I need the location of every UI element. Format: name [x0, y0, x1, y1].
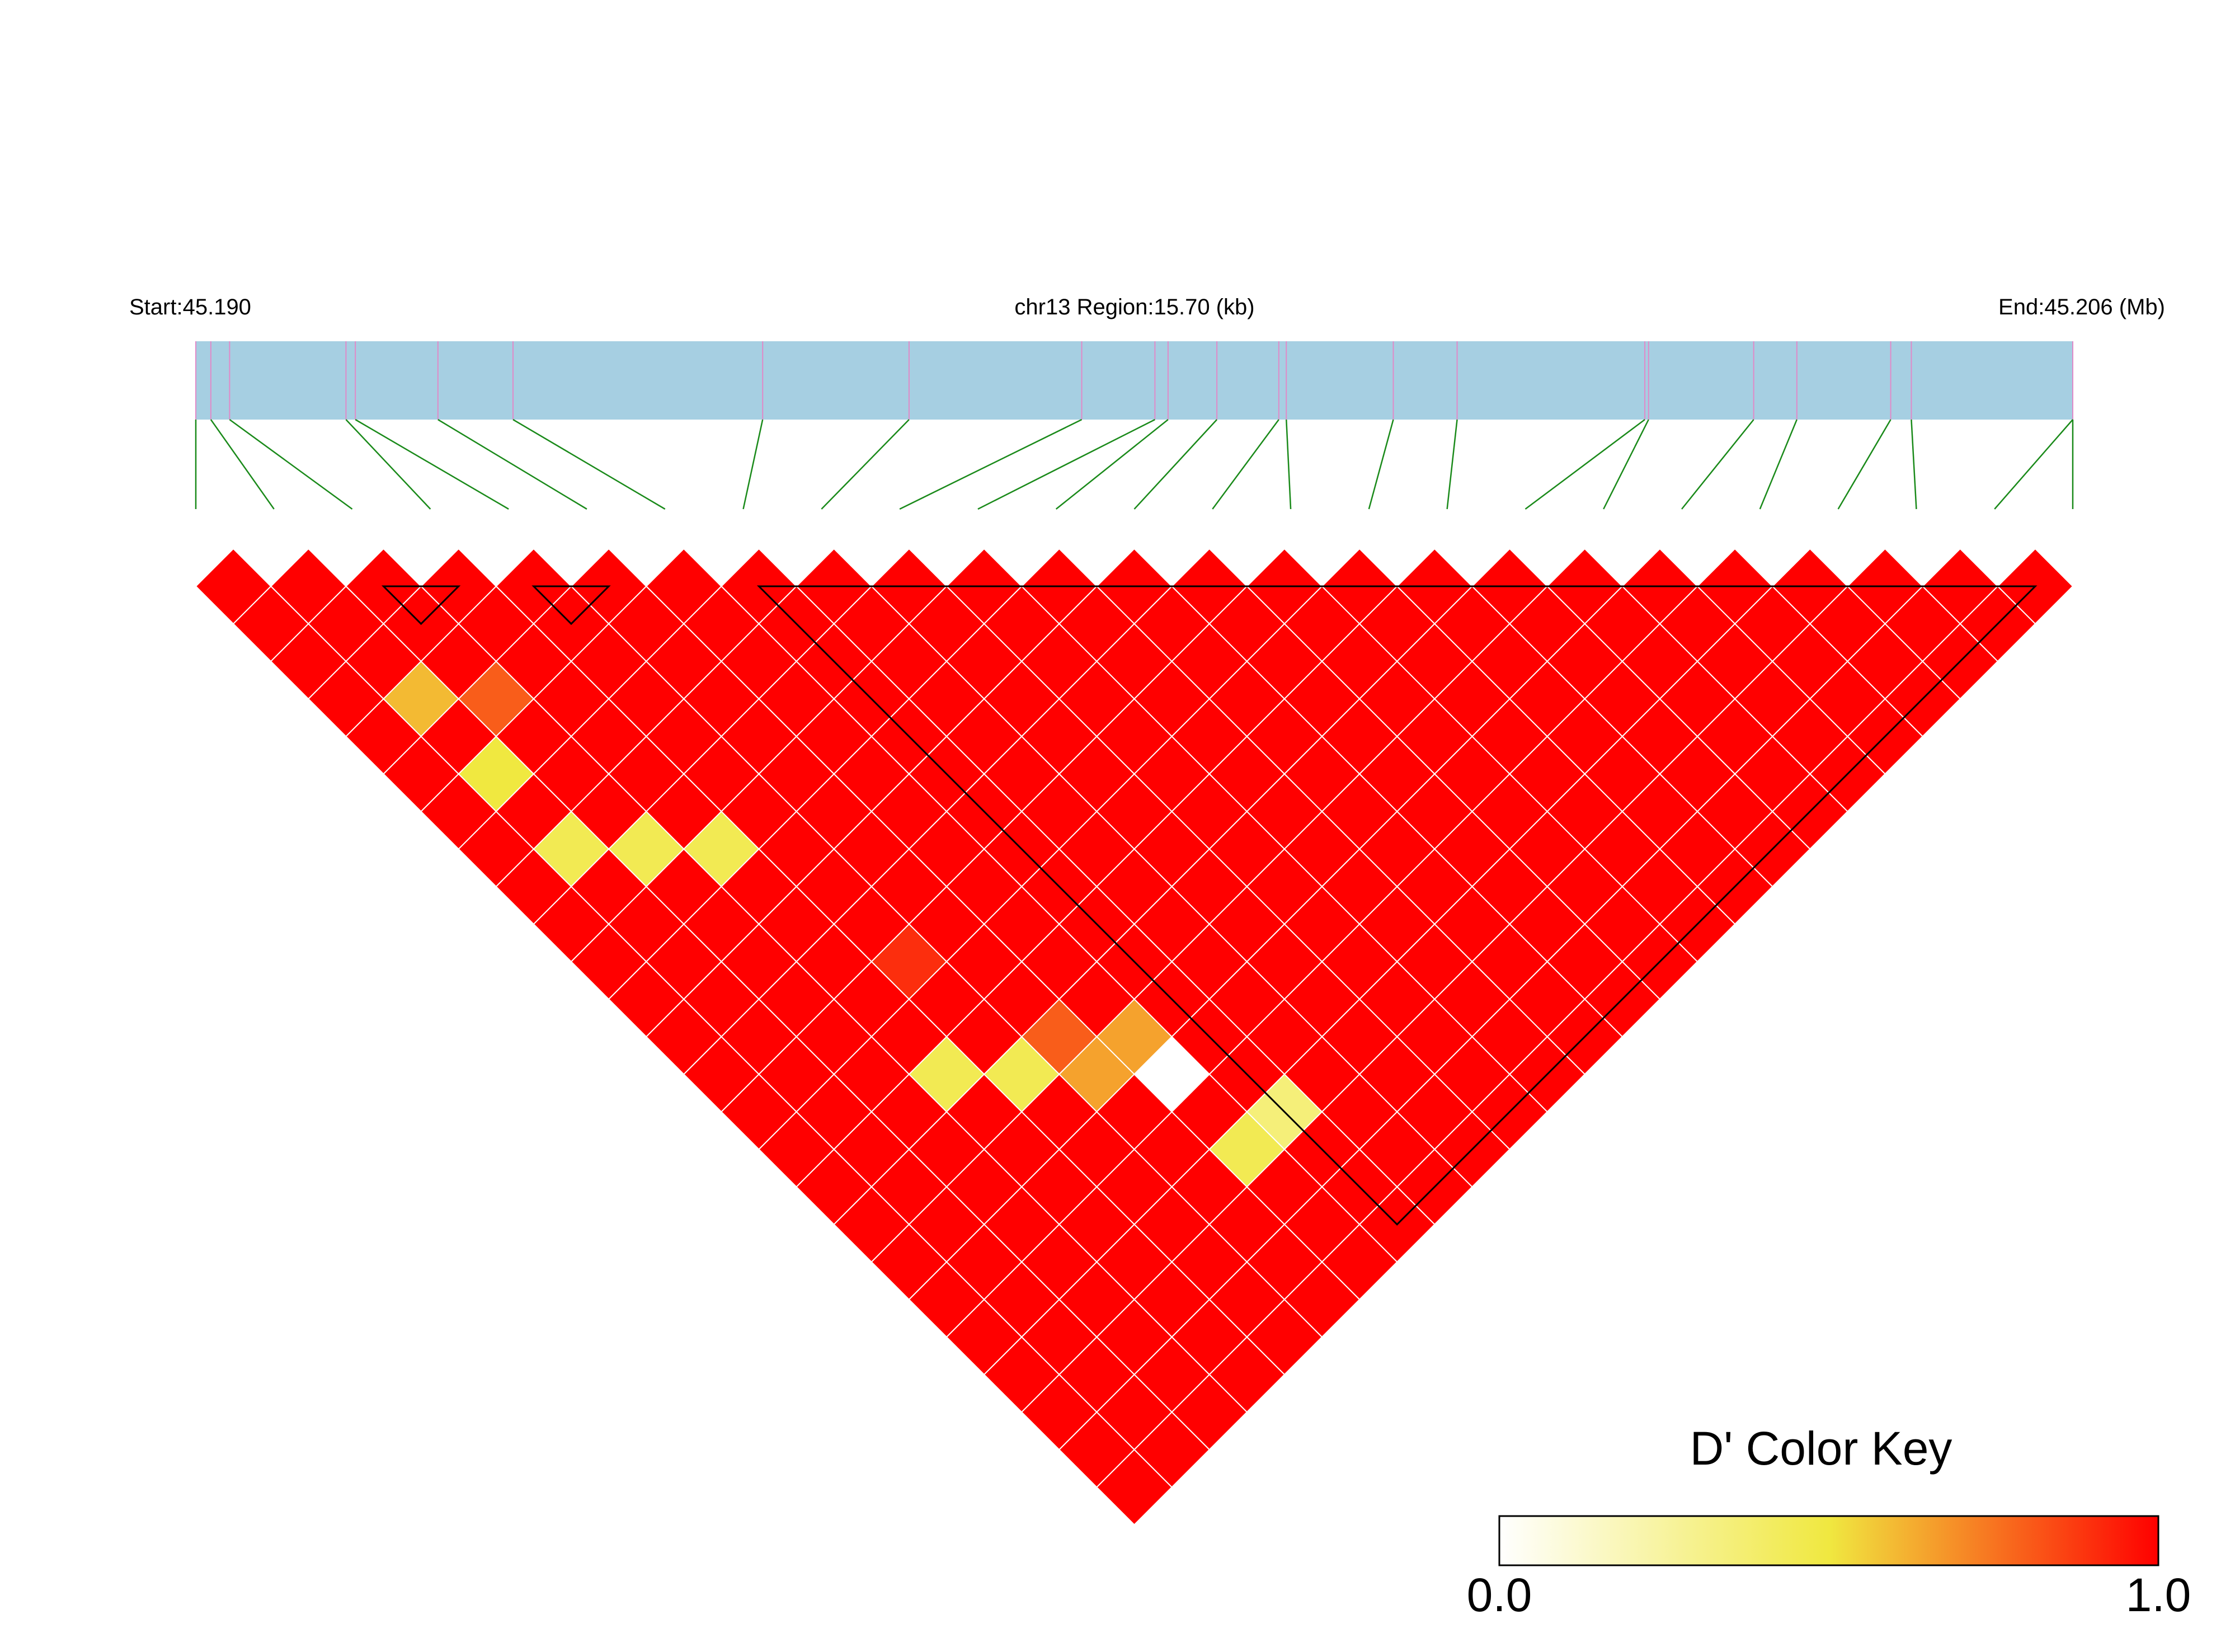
snp-connector-line: [742, 419, 764, 510]
snp-connector-line: [210, 419, 275, 510]
color-key-title: D' Color Key: [1690, 1422, 1952, 1475]
region-title-label: chr13 Region:15.70 (kb): [1014, 295, 1254, 319]
snp-connector-line: [1994, 419, 2073, 510]
snp-connector-line: [1133, 419, 1218, 510]
snp-connector-line: [437, 418, 587, 510]
snp-connector-line: [1286, 419, 1292, 510]
haplotype-block-outline: [381, 585, 461, 625]
color-key-max-label: 1.0: [2126, 1569, 2191, 1621]
snp-connector-line: [1837, 419, 1891, 510]
color-key-gradient-bar: [1498, 1515, 2159, 1566]
snp-connector-line: [229, 418, 353, 510]
color-key-min-label: 0.0: [1467, 1569, 1532, 1621]
snp-connector-lines: [195, 418, 2074, 510]
snp-connector-line: [1603, 419, 1649, 510]
region-start-label: Start:45.190: [129, 295, 251, 319]
snp-connector-line: [1368, 419, 1394, 510]
snp-connector-line: [1681, 419, 1754, 510]
snp-connector-line: [821, 419, 910, 510]
region-header: Start:45.190 chr13 Region:15.70 (kb) End…: [129, 295, 2165, 319]
snp-connector-line: [1055, 419, 1169, 510]
snp-connector-line: [345, 419, 431, 510]
haplotype-block-outline: [531, 585, 611, 625]
snp-connector-line: [977, 418, 1155, 510]
snp-position-track: [195, 341, 2073, 420]
snp-connector-line: [1446, 419, 1458, 510]
snp-track-bar: [196, 341, 2073, 420]
snp-connector-line: [1911, 419, 1917, 510]
region-end-label: End:45.206 (Mb): [1998, 295, 2165, 319]
snp-connector-line: [355, 418, 509, 510]
ld-heatmap-cells: [195, 548, 2074, 1526]
ld-cell: [1095, 1448, 1173, 1526]
snp-connector-line: [899, 418, 1083, 510]
haplotype-block-outlines: [381, 585, 2038, 1226]
snp-connector-line: [1759, 419, 1798, 510]
haplotype-block-outline: [756, 585, 2038, 1226]
snp-connector-line: [1524, 418, 1645, 510]
snp-connector-line: [1212, 419, 1279, 510]
color-key: D' Color Key 0.0 1.0: [1467, 1422, 2191, 1621]
snp-connector-line: [512, 418, 666, 510]
